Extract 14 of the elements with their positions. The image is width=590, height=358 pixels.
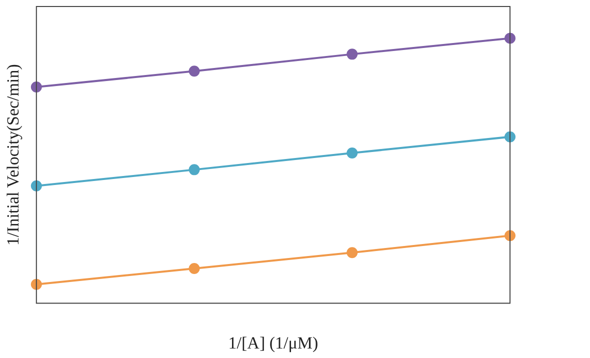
- point: [346, 147, 358, 158]
- y-axis-title: 1/Initial Velocity(Sec/min): [4, 64, 23, 246]
- point: [504, 230, 516, 242]
- point: [188, 262, 200, 274]
- point: [504, 131, 516, 142]
- x-axis-title: 1/[A] (1/μM): [228, 333, 318, 352]
- point: [188, 164, 200, 176]
- point: [346, 48, 358, 60]
- point: [346, 247, 358, 258]
- point: [30, 180, 42, 192]
- point: [188, 66, 200, 77]
- point: [504, 32, 516, 44]
- point: [30, 278, 42, 290]
- point: [30, 82, 42, 93]
